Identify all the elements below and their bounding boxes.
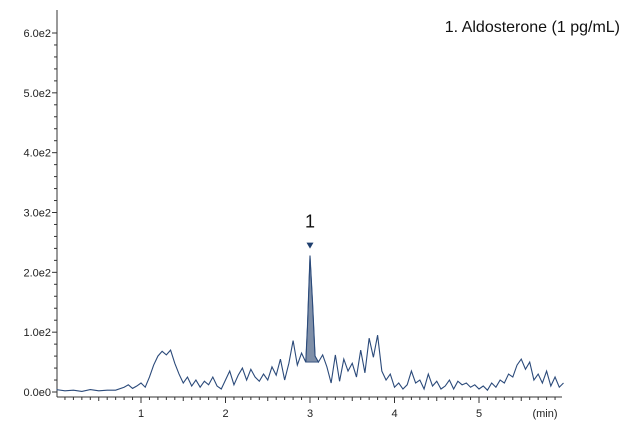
peak-marker-icon — [306, 242, 314, 249]
compound-annotation: 1. Aldosterone (1 pg/mL) — [445, 19, 620, 36]
y-tick-label: 5.0e2 — [23, 88, 51, 100]
peak-label: 1 — [305, 212, 315, 232]
y-tick-label: 1.0e2 — [23, 327, 51, 339]
y-axis: 0.0e0 1.0e2 2.0e2 3.0e2 4.0e2 5.0e2 6.0e2 — [23, 10, 58, 399]
y-tick-label: 0.0e0 — [23, 387, 51, 399]
y-tick-label: 6.0e2 — [23, 28, 51, 40]
x-tick-label: 3 — [307, 408, 313, 420]
x-tick-label: 2 — [222, 408, 228, 420]
x-tick-label: 5 — [476, 408, 482, 420]
y-tick-label: 2.0e2 — [23, 267, 51, 279]
x-axis: 1 2 3 4 5 — [57, 396, 562, 420]
y-tick-label: 3.0e2 — [23, 208, 51, 220]
x-unit-label: (min) — [532, 408, 557, 420]
x-tick-label: 4 — [391, 408, 397, 420]
y-tick-label: 4.0e2 — [23, 148, 51, 160]
chromatogram-trace — [56, 255, 564, 392]
x-tick-label: 1 — [138, 408, 144, 420]
